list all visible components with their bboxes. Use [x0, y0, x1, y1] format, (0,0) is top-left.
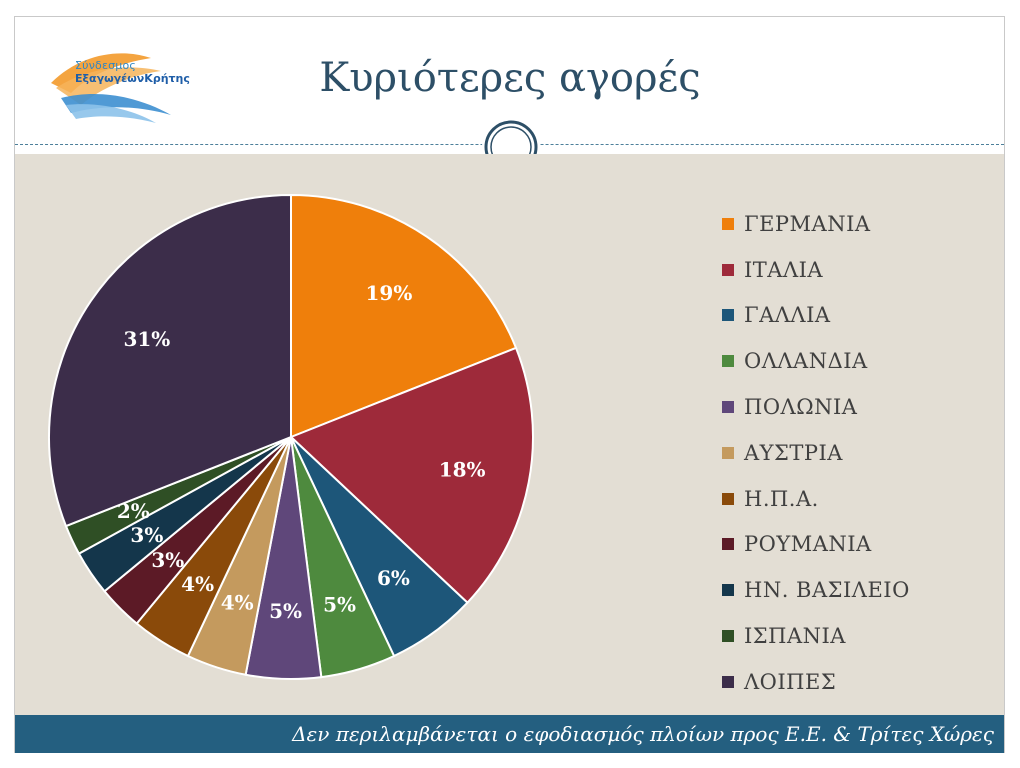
- legend-swatch-5: [722, 446, 734, 459]
- footer-note: Δεν περιλαμβάνεται ο εφοδιασμός πλοίων π…: [292, 722, 994, 746]
- pie-slice-10: [48, 194, 292, 528]
- legend-label-6: Η.Π.Α.: [744, 486, 819, 511]
- legend-item-10: ΛΟΙΠΕΣ: [722, 659, 982, 705]
- legend: ΓΕΡΜΑΝΙΑ ΙΤΑΛΙΑ ΓΑΛΛΙΑ ΟΛΛΑΝΔΙΑ ΠΟΛΩΝΙΑ ΑΥΣΤΡ…: [722, 201, 982, 705]
- pie-chart: 19%18%6%5%5%4%4%3%3%2%31%: [48, 194, 534, 680]
- legend-label-8: ΗΝ. ΒΑΣΙΛΕΙΟ: [744, 578, 910, 603]
- legend-item-1: ΙΤΑΛΙΑ: [722, 247, 982, 293]
- legend-swatch-2: [722, 309, 734, 322]
- chart-area: 19% 18% 6% 5% 5% 4% 4% 3% 3% 2% 31% ΓΕΡΜΑΝΙΑ ΙΤΑΛΙΑ…: [15, 154, 1004, 715]
- legend-label-9: ΙΣΠΑΝΙΑ: [744, 624, 846, 649]
- legend-item-9: ΙΣΠΑΝΙΑ: [722, 613, 982, 659]
- pie-data-label-7: 3%: [151, 548, 184, 572]
- legend-item-0: ΓΕΡΜΑΝΙΑ: [722, 201, 982, 247]
- legend-label-4: ΠΟΛΩΝΙΑ: [744, 395, 858, 420]
- legend-swatch-4: [722, 401, 734, 414]
- legend-item-2: ΓΑΛΛΙΑ: [722, 293, 982, 339]
- pie-data-label-4: 5%: [269, 599, 302, 623]
- legend-swatch-10: [722, 675, 734, 688]
- pie-slice-1: [289, 346, 534, 605]
- legend-label-7: ΡΟΥΜΑΝΙΑ: [744, 532, 872, 557]
- legend-label-2: ΓΑΛΛΙΑ: [744, 303, 831, 328]
- pie-slice-0: [290, 194, 518, 439]
- legend-swatch-7: [722, 538, 734, 551]
- page-title: Κυριότερες αγορές: [319, 55, 701, 101]
- footer-bar: Δεν περιλαμβάνεται ο εφοδιασμός πλοίων π…: [15, 715, 1004, 753]
- legend-swatch-8: [722, 584, 734, 597]
- legend-item-4: ΠΟΛΩΝΙΑ: [722, 384, 982, 430]
- legend-swatch-3: [722, 355, 734, 368]
- legend-label-5: ΑΥΣΤΡΙΑ: [744, 440, 843, 465]
- legend-label-0: ΓΕΡΜΑΝΙΑ: [744, 211, 871, 236]
- legend-swatch-6: [722, 492, 734, 505]
- logo-emblem: [51, 53, 171, 123]
- logo-text-line2: ΕξαγωγέωνΚρήτης: [75, 72, 190, 85]
- pie-data-label-6: 4%: [181, 572, 214, 596]
- legend-item-6: Η.Π.Α.: [722, 476, 982, 522]
- legend-swatch-9: [722, 630, 734, 643]
- legend-item-3: ΟΛΛΑΝΔΙΑ: [722, 338, 982, 384]
- legend-swatch-1: [722, 263, 734, 276]
- legend-item-5: ΑΥΣΤΡΙΑ: [722, 430, 982, 476]
- pie-data-label-9: 2%: [117, 499, 150, 523]
- legend-label-1: ΙΤΑΛΙΑ: [744, 257, 824, 282]
- pie-data-label-8: 3%: [130, 523, 163, 547]
- pie-data-label-10: 31%: [123, 327, 170, 351]
- legend-item-7: ΡΟΥΜΑΝΙΑ: [722, 522, 982, 568]
- slide: Σύνδεσμος ΕξαγωγέωνΚρήτης Κυριότερες αγο…: [14, 16, 1005, 753]
- pie-data-label-1: 18%: [439, 458, 486, 482]
- pie-data-label-2: 6%: [377, 566, 410, 590]
- legend-label-10: ΛΟΙΠΕΣ: [744, 669, 837, 694]
- legend-label-3: ΟΛΛΑΝΔΙΑ: [744, 349, 868, 374]
- pie-data-label-5: 4%: [221, 591, 254, 615]
- pie-data-label-0: 19%: [366, 281, 413, 305]
- pie-data-label-3: 5%: [323, 592, 356, 616]
- legend-item-8: ΗΝ. ΒΑΣΙΛΕΙΟ: [722, 567, 982, 613]
- logo-text-line1: Σύνδεσμος: [75, 59, 137, 72]
- legend-swatch-0: [722, 217, 734, 230]
